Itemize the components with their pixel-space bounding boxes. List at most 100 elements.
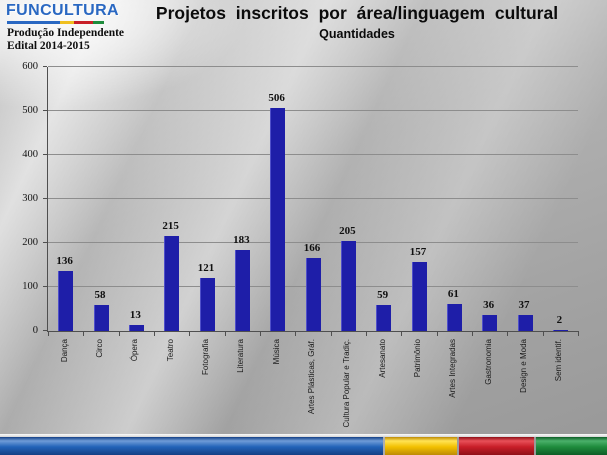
category-label: Artes Integradas [448,339,458,398]
x-axis-tick [189,331,191,336]
y-axis-label: 100 [22,281,38,292]
bar-Literatura [234,250,250,331]
data-label: 61 [447,288,459,300]
footer-highlight-strip [0,434,607,437]
funcultura-logo: FUNCULTURA Produção Independente Edital … [6,2,124,53]
data-label: 506 [268,92,285,104]
x-axis-tick [472,331,473,336]
y-axis-label: 200 [22,237,38,248]
plot-area [43,66,579,336]
gridline [48,66,578,67]
x-axis-tick [507,331,509,336]
data-label: 136 [56,255,73,267]
bar-Patrimônio [411,262,427,331]
x-axis-tick [154,331,155,336]
x-axis-tick [48,331,49,336]
category-label: Patrimônio [413,339,422,378]
stripe-red [73,21,94,24]
x-axis-tick [83,331,85,336]
x-axis-tick [295,331,297,336]
bar-Dança [58,271,74,331]
logo-stripe [7,21,104,24]
footer-yellow [385,437,457,455]
y-axis-label: 600 [22,61,38,72]
y-axis-tick [43,330,47,331]
y-axis-label: 500 [22,105,38,116]
chart-subtitle: Quantidades [319,27,395,41]
stripe-blue [7,21,61,24]
stripe-yellow [60,21,74,24]
bar-Design e Moda [517,315,533,331]
gridline [48,198,578,199]
y-axis-label: 400 [22,149,38,160]
data-label: 166 [303,242,321,254]
data-label: 2 [556,314,563,326]
footer-green [535,437,607,455]
x-axis-tick [224,331,226,336]
category-label: Teatro [165,339,175,362]
category-label: Artesanato [377,339,387,378]
category-label: Música [271,339,281,365]
category-label: Design e Moda [519,339,528,393]
y-axis-tick [43,242,47,243]
bar-Música [270,108,286,331]
data-label: 37 [518,299,530,311]
category-label: Gastronomia [483,339,493,385]
stripe-green [93,21,104,24]
x-axis-tick [401,331,403,336]
data-label: 59 [377,289,389,301]
bar-Gastronomia [482,315,498,331]
bar-Ópera [128,325,144,331]
data-label: 58 [94,289,106,301]
footer-color-bar [0,437,607,455]
category-label: Literatura [236,339,246,373]
data-label: 157 [409,246,427,258]
footer-red [458,437,534,455]
logo-subtitle-line2: Edital 2014-2015 [7,40,90,52]
y-axis-tick [43,154,47,155]
category-label: Circo [95,339,105,358]
gridline [48,154,578,155]
bar-Teatro [164,236,180,331]
header: Projetos inscritos por área/linguagem cu… [112,3,602,41]
y-axis-tick [43,198,47,199]
y-axis-tick [43,286,47,287]
bar-Fotografia [199,278,215,331]
footer-blue [0,437,384,455]
y-axis-label: 0 [32,325,38,336]
bar-Artes Integradas [446,304,462,331]
category-label: Artes Plásticas, Gráf. [307,339,316,415]
category-label: Dança [59,339,69,363]
x-axis-tick [260,331,261,336]
x-axis-tick [330,331,332,336]
x-axis-tick [436,331,438,336]
x-axis-tick [542,331,544,336]
category-label: Fotografia [201,339,210,376]
data-label: 205 [339,225,356,237]
category-label: Ópera [130,339,140,362]
gridline [48,110,578,111]
data-label: 13 [129,309,141,321]
logo-wordmark: FUNCULTURA [6,2,120,19]
bar-Circo [93,305,109,331]
x-axis-tick [366,331,367,336]
x-axis-tick [578,331,579,336]
data-label: 183 [233,234,250,246]
bar-Sem identif. [552,330,568,331]
x-axis-tick [118,331,120,336]
bar-Artes Plásticas, Gráf. [305,258,321,331]
data-label: 121 [197,262,215,274]
data-label: 36 [483,299,495,311]
gridline [48,242,578,243]
bar-Cultura Popular e Tradiç. [340,241,356,331]
logo-subtitle-line1: Produção Independente [7,27,125,39]
category-label: Cultura Popular e Tradiç. [342,339,352,428]
data-label: 215 [162,220,179,232]
y-axis-tick [43,110,47,111]
y-axis-tick [43,66,47,67]
category-label: Sem identif. [554,339,564,382]
chart-title: Projetos inscritos por área/linguagem cu… [155,3,559,23]
y-axis-label: 300 [22,193,38,204]
